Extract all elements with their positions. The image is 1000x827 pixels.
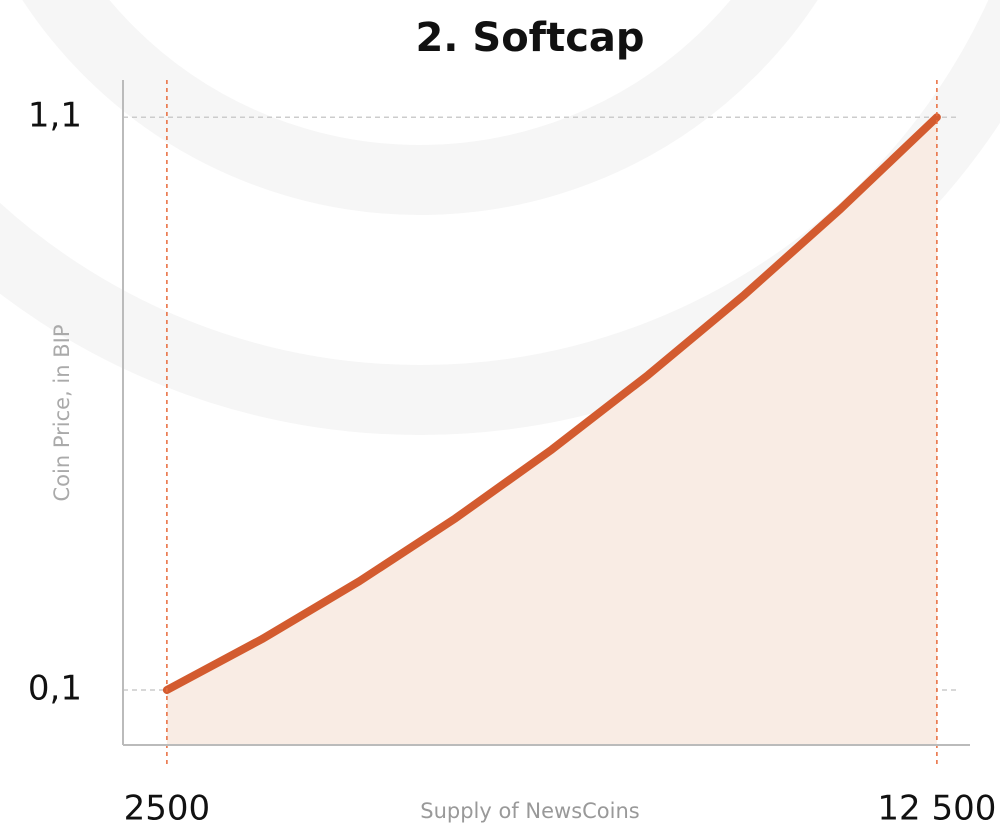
bg-arc xyxy=(22,0,818,215)
y-tick-label: 1,1 xyxy=(28,96,82,136)
line xyxy=(162,113,941,695)
x-tick-label: 2500 xyxy=(124,789,211,827)
area xyxy=(166,117,937,745)
bg-arc xyxy=(0,0,1000,435)
background-arcs xyxy=(0,0,1000,435)
y-tick-label: 0,1 xyxy=(28,669,82,709)
x-axis-label: Supply of NewsCoins xyxy=(420,799,640,823)
chart-title: 2. Softcap xyxy=(415,15,644,61)
y-axis-label: Coin Price, in BIP xyxy=(50,325,74,502)
x-tick-label: 12 500 xyxy=(877,789,996,827)
